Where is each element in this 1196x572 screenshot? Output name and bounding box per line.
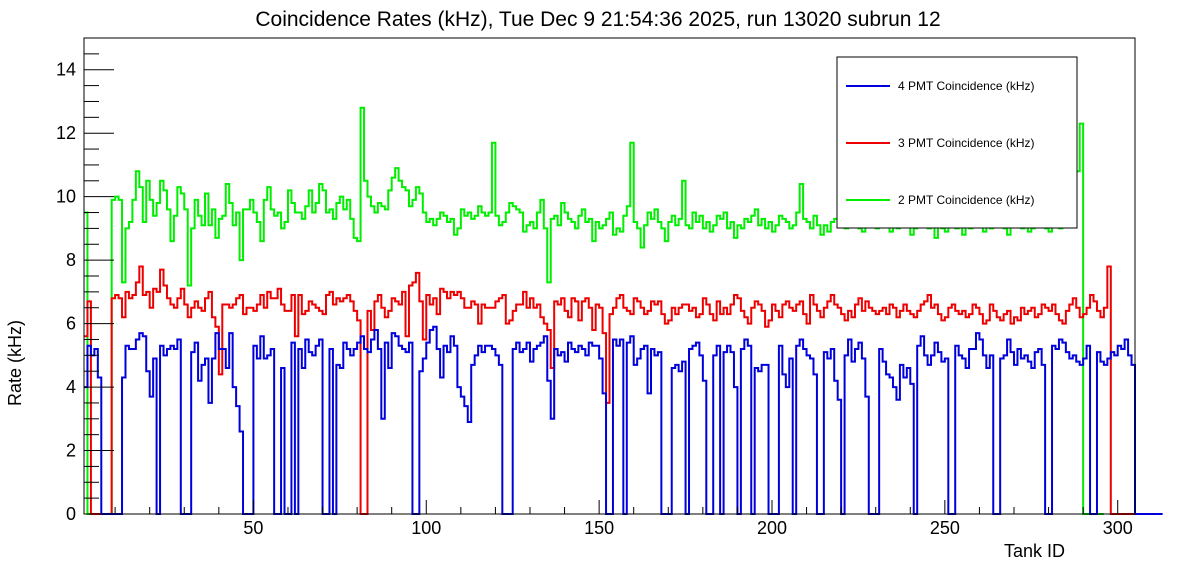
legend-label-1: 4 PMT Coincidence (kHz) bbox=[898, 79, 1035, 93]
y-tick-label: 0 bbox=[66, 504, 76, 524]
y-tick-label: 4 bbox=[66, 377, 76, 397]
legend: 4 PMT Coincidence (kHz) 3 PMT Coincidence… bbox=[836, 56, 1078, 229]
x-axis-label: Tank ID bbox=[1004, 541, 1065, 561]
y-tick-label: 8 bbox=[66, 250, 76, 270]
x-tick-label: 100 bbox=[411, 518, 441, 538]
x-tick-label: 50 bbox=[243, 518, 263, 538]
x-tick-label: 200 bbox=[757, 518, 787, 538]
chart-title: Coincidence Rates (kHz), Tue Dec 9 21:54… bbox=[255, 8, 940, 31]
legend-label-3: 2 PMT Coincidence (kHz) bbox=[898, 193, 1035, 207]
axes: 0 2 4 6 8 10 12 14 50 100 150 200 250 300 bbox=[56, 37, 1136, 538]
x-tick-label: 250 bbox=[930, 518, 960, 538]
y-tick-label: 6 bbox=[66, 314, 76, 334]
series-line-2 bbox=[84, 265, 1139, 515]
legend-label-2: 3 PMT Coincidence (kHz) bbox=[898, 136, 1035, 150]
y-tick-label: 10 bbox=[56, 187, 76, 207]
series-line-1 bbox=[84, 325, 1163, 515]
y-tick-label: 2 bbox=[66, 441, 76, 461]
x-tick-label: 150 bbox=[584, 518, 614, 538]
x-tick-label: 300 bbox=[1103, 518, 1133, 538]
y-tick-label: 14 bbox=[56, 60, 76, 80]
y-tick-label: 12 bbox=[56, 123, 76, 143]
y-axis-label: Rate (kHz) bbox=[5, 320, 25, 406]
